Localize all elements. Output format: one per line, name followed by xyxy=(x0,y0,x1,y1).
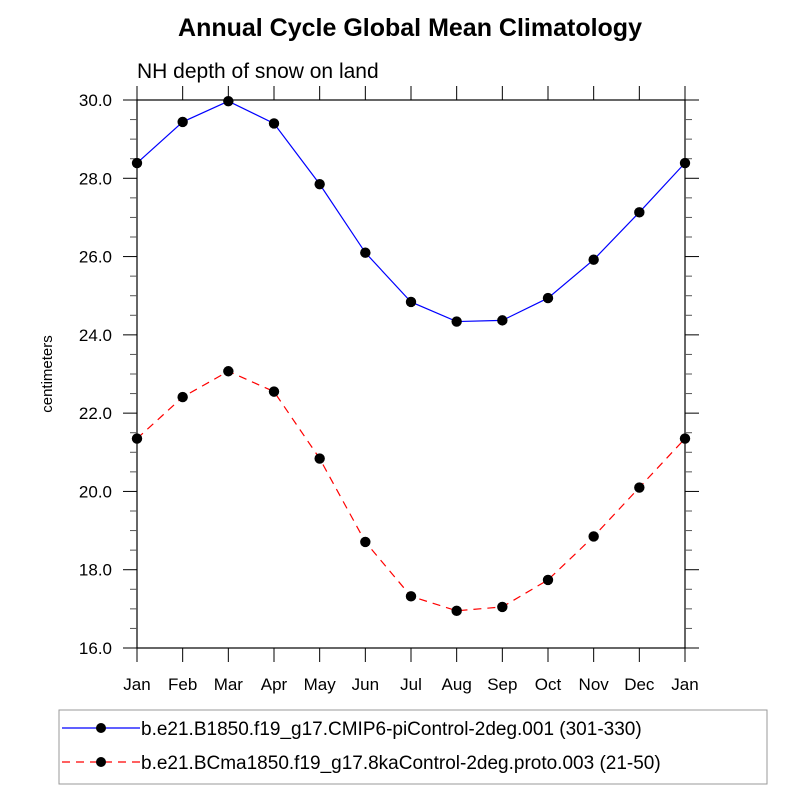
data-point xyxy=(360,247,371,258)
data-point xyxy=(268,386,280,397)
x-tick-label: Aug xyxy=(442,675,472,694)
x-tick-label: Feb xyxy=(168,675,197,694)
data-point xyxy=(223,95,234,107)
data-point xyxy=(177,116,188,128)
data-point xyxy=(634,207,645,218)
legend-marker-1 xyxy=(96,723,106,733)
x-tick-label: Mar xyxy=(214,675,244,694)
data-point xyxy=(542,292,554,304)
data-point xyxy=(451,605,462,617)
data-point xyxy=(131,157,143,169)
legend-marker-2 xyxy=(96,757,106,767)
x-tick-label: Oct xyxy=(535,675,562,694)
y-axis-label: centimeters xyxy=(39,335,56,413)
x-tick-label: Dec xyxy=(624,675,655,694)
y-tick-label: 28.0 xyxy=(79,169,112,188)
data-point xyxy=(314,453,325,464)
y-tick-label: 30.0 xyxy=(79,91,112,110)
data-point xyxy=(542,574,554,586)
x-tick-label: Nov xyxy=(579,675,610,694)
x-tick-label: Apr xyxy=(261,675,288,694)
data-point xyxy=(314,178,325,190)
data-point xyxy=(360,536,371,548)
data-point xyxy=(131,433,143,444)
data-point xyxy=(451,316,462,327)
series-line xyxy=(136,370,686,612)
y-tick-label: 20.0 xyxy=(79,482,112,501)
x-tick-label: Sep xyxy=(487,675,517,694)
x-tick-label: May xyxy=(304,675,337,694)
series-1 xyxy=(131,95,691,327)
y-tick-label: 18.0 xyxy=(79,561,112,580)
x-tick-label: Jan xyxy=(123,675,150,694)
series-2 xyxy=(131,366,691,617)
data-point xyxy=(497,601,508,613)
data-point xyxy=(588,254,599,265)
plot-frame xyxy=(136,99,686,649)
series-line xyxy=(136,100,686,323)
y-tick-label: 22.0 xyxy=(79,404,112,423)
data-point xyxy=(223,366,234,377)
data-point xyxy=(405,296,417,308)
data-point xyxy=(497,315,508,326)
x-tick-label: Jan xyxy=(671,675,698,694)
x-tick-label: Jun xyxy=(352,675,379,694)
axes: Jan Feb Mar Apr May Jun Jul Aug Sep Oct Nov Dec Jan 1… xyxy=(79,86,699,694)
data-point xyxy=(405,591,417,602)
y-tick-label: 16.0 xyxy=(79,639,112,658)
legend-box xyxy=(58,709,768,785)
data-point xyxy=(268,118,280,129)
data-point xyxy=(679,433,691,444)
y-tick-label: 26.0 xyxy=(79,248,112,267)
data-point xyxy=(177,391,188,403)
legend-label-1: b.e21.B1850.f19_g17.CMIP6-piControl-2deg… xyxy=(141,719,642,740)
chart-title: Annual Cycle Global Mean Climatology xyxy=(178,14,642,42)
data-point xyxy=(634,482,645,493)
chart-subtitle: NH depth of snow on land xyxy=(137,60,379,83)
y-tick-label: 24.0 xyxy=(79,326,112,345)
legend: b.e21.B1850.f19_g17.CMIP6-piControl-2deg… xyxy=(58,709,768,785)
legend-label-2: b.e21.BCma1850.f19_g17.8kaControl-2deg.p… xyxy=(141,753,661,774)
x-tick-label: Jul xyxy=(400,675,422,694)
series-layer xyxy=(131,95,691,617)
data-point xyxy=(588,531,599,542)
data-point xyxy=(679,157,691,169)
